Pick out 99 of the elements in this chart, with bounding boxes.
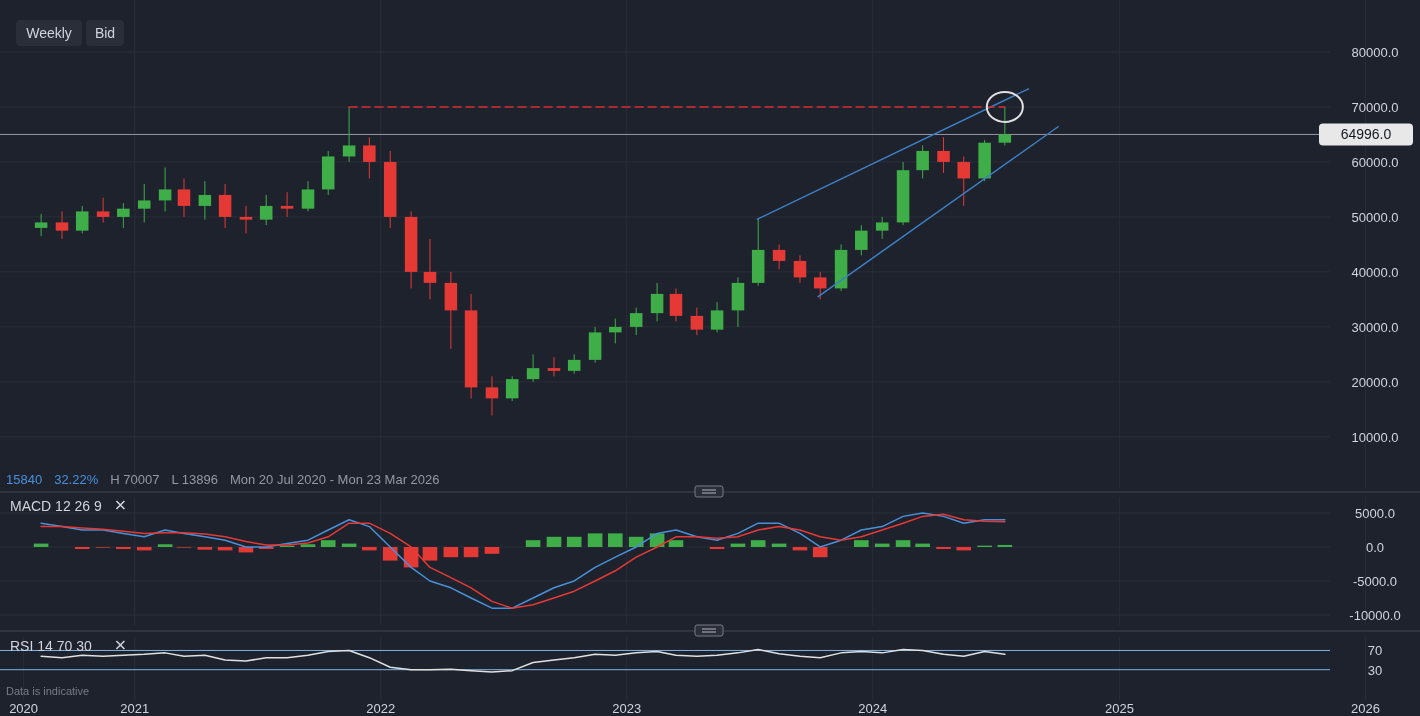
y-tick-label: 80000.0 <box>1351 44 1399 60</box>
bar <box>320 540 336 547</box>
candlestick <box>158 166 172 212</box>
x-tick-label: 2021 <box>120 701 150 716</box>
bar <box>463 546 479 558</box>
candlestick <box>218 183 232 229</box>
bar <box>197 546 213 550</box>
candlestick <box>650 282 664 322</box>
candlestick <box>772 243 786 270</box>
bar <box>709 546 725 550</box>
candlestick <box>937 136 950 174</box>
candlestick <box>669 287 683 322</box>
candlestick <box>239 205 253 234</box>
candlestick <box>793 254 807 284</box>
candlestick <box>567 353 581 375</box>
candlestick <box>117 202 130 229</box>
candlestick <box>690 307 704 336</box>
y-tick-label: 70 <box>1367 643 1383 659</box>
candlestick <box>280 191 294 218</box>
candlestick <box>998 106 1012 146</box>
bar <box>956 546 972 551</box>
bar <box>422 546 438 561</box>
x-tick-label: 2025 <box>1104 701 1134 716</box>
annotation: L 13896 <box>171 472 218 487</box>
y-tick-label: 10000.0 <box>1351 429 1399 445</box>
chart-title: MACD 12 26 9 <box>10 498 103 514</box>
annotation: H 70007 <box>110 472 160 487</box>
bar <box>668 540 684 547</box>
bar <box>382 546 398 561</box>
annotation: Data is indicative <box>6 685 90 697</box>
y-tick-label: 50000.0 <box>1351 209 1399 225</box>
y-tick-label: 30000.0 <box>1351 319 1399 335</box>
candlestick <box>34 213 48 237</box>
bar <box>362 546 377 551</box>
candlestick <box>423 238 437 300</box>
bar <box>566 536 582 547</box>
candlestick <box>177 177 191 218</box>
candlestick <box>609 318 622 344</box>
bar <box>443 546 459 558</box>
candlestick <box>363 136 376 179</box>
bar <box>997 544 1013 547</box>
candlestick <box>137 183 151 223</box>
x-tick-label: 2020 <box>9 701 39 716</box>
bar <box>812 546 828 558</box>
candlestick <box>75 205 89 234</box>
candlestick <box>55 210 69 240</box>
y-tick-label: 30 <box>1367 662 1383 678</box>
bar <box>853 540 869 547</box>
x-tick-label: 2024 <box>858 701 888 716</box>
y-tick-label: 5000.0 <box>1355 505 1395 521</box>
y-tick-label: 20000.0 <box>1351 374 1399 390</box>
bar <box>300 544 316 547</box>
annotation: Mon 20 Jul 2020 - Mon 23 Mar 2026 <box>229 472 440 487</box>
candlestick <box>916 144 929 179</box>
bar <box>895 540 911 547</box>
y-tick-label: 40000.0 <box>1351 264 1399 280</box>
annotation: Weekly <box>26 25 72 41</box>
bar <box>116 546 131 550</box>
bar <box>628 536 644 547</box>
y-tick-label: 70000.0 <box>1351 99 1399 115</box>
candlestick <box>485 375 499 416</box>
bar <box>915 543 930 547</box>
x-tick-label: 2022 <box>366 701 396 716</box>
bar <box>587 533 603 547</box>
y-tick-label: 60000.0 <box>1351 154 1399 170</box>
bar <box>157 544 173 547</box>
annotation: 15840 <box>6 472 43 487</box>
y-tick-label: -10000.0 <box>1349 608 1401 623</box>
candlestick <box>301 180 315 212</box>
ref-line-label: 64996.0 <box>1340 126 1392 143</box>
bar <box>136 546 152 551</box>
bar <box>74 546 90 550</box>
candlestick <box>96 197 110 223</box>
candlestick <box>342 106 356 163</box>
bar <box>608 533 623 547</box>
candlestick <box>505 375 519 402</box>
candlestick <box>198 180 212 221</box>
annotation: Bid <box>94 25 116 41</box>
bar <box>484 546 500 554</box>
bar <box>525 540 541 547</box>
bar <box>874 543 890 547</box>
y-tick-label: 0.0 <box>1365 539 1385 555</box>
candlestick <box>957 155 971 207</box>
candlestick <box>259 194 273 226</box>
candlestick <box>547 356 561 377</box>
annotation: 32.22% <box>54 472 99 487</box>
bar <box>936 546 951 550</box>
x-tick-label: 2026 <box>1350 701 1380 716</box>
candlestick <box>526 353 540 383</box>
candlestick <box>813 271 827 300</box>
chart-title: RSI 14 70 30 <box>10 638 92 654</box>
bar <box>546 536 562 547</box>
candlestick <box>875 216 889 240</box>
candlestick <box>710 301 724 333</box>
x-tick-label: 2023 <box>612 701 642 716</box>
candlestick <box>629 307 643 336</box>
candlestick <box>855 224 868 256</box>
bar <box>750 540 766 547</box>
y-tick-label: -5000.0 <box>1352 574 1398 589</box>
